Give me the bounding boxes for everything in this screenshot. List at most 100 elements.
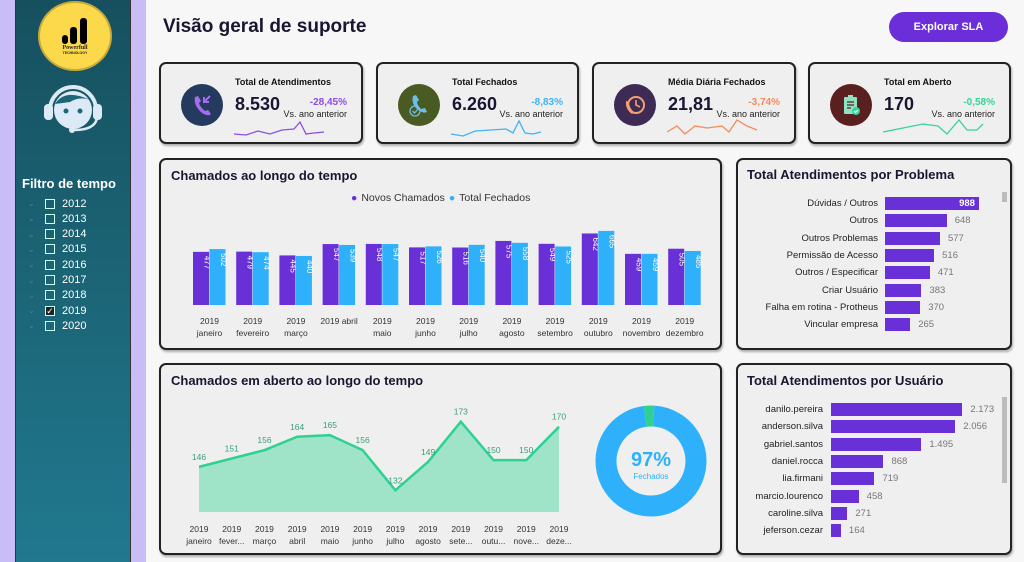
scrollbar[interactable] [1002,192,1007,202]
scrollbar[interactable] [1002,397,1007,483]
x-tick-label: 2019 [419,524,438,534]
checkbox[interactable] [45,229,55,240]
x-tick-label: 2019 [243,316,262,326]
chevron-down-icon[interactable]: ⌄ [28,214,35,224]
year-filter-2012[interactable]: ⌄ 2012 [28,196,86,211]
bar-fechados [252,252,269,305]
point-label: 151 [225,443,239,453]
year-filter-2017[interactable]: ⌄ 2017 [28,273,86,288]
checkbox[interactable] [45,320,55,331]
kpi-value: 8.530 [235,94,281,114]
x-tick-label: 2019 [288,524,307,534]
bar-value: 271 [855,507,872,519]
bar-value-label: 517 [418,251,427,265]
bar [831,489,859,503]
year-filter-2014[interactable]: ⌄ 2014 [28,227,86,242]
donut-value: 97% [630,449,672,471]
bar [831,524,841,538]
chart-title: Total Atendimentos por Usuário [747,373,944,388]
column-chart: 477 502 2019 janeiro 479 474 2019 fevereiro 445 4… [193,230,704,338]
chevron-down-icon[interactable]: ⌄ [28,321,35,331]
year-filter-2015[interactable]: ⌄ 2015 [28,242,86,257]
x-tick-label: 2019 [459,316,478,326]
category-label: Outros Problemas [801,232,878,244]
year-label: 2012 [62,197,87,210]
kpi-card: Total de Atendimentos 8.530 -28,45% Vs. ano… [159,62,363,144]
year-filter-2016[interactable]: ⌄ 2016 [28,257,86,272]
bar [885,231,940,245]
x-tick-label: maio [321,536,340,546]
bar-value-label: 548 [375,248,384,262]
checkbox[interactable] [45,290,55,301]
chamados-over-time-card: Chamados ao longo do tempo ● Novos Chamad… [159,158,722,350]
bar-fechados [209,249,226,305]
x-tick-label: outubro [584,328,613,338]
x-tick-label: março [253,536,277,546]
chevron-down-icon[interactable]: ⌄ [28,199,35,208]
x-tick-label: 2019 [190,524,209,534]
category-label: caroline.silva [768,507,823,519]
chart-title: Chamados em aberto ao longo do tempo [171,373,424,388]
x-tick-label: 2019 [416,316,435,326]
x-tick-label: 2019 [550,524,569,534]
chevron-down-icon[interactable]: ⌄ [28,260,35,270]
year-filter-2020[interactable]: ⌄ 2020 [28,318,86,333]
kpi-subtitle: Vs. ano anterior [283,109,347,119]
bar-value-label: 502 [219,253,228,267]
chevron-down-icon[interactable]: ⌄ [28,306,35,316]
x-tick-label: nove... [514,536,540,546]
year-label: 2013 [62,212,87,225]
time-filter-title: Filtro de tempo [22,176,116,191]
bar [885,266,930,280]
kpi-title: Média Diária Fechados [668,77,766,87]
checkbox[interactable] [45,275,55,285]
bar [831,506,848,520]
bar-value-label: 547 [332,248,341,262]
category-label: Outros [849,215,878,227]
point-label: 173 [454,407,468,417]
point-label: 156 [257,435,271,445]
category-label: daniel.rocca [771,455,823,467]
chevron-down-icon[interactable]: ⌄ [28,290,35,300]
chevron-down-icon[interactable]: ⌄ [28,244,35,254]
x-tick-label: 2019 [353,524,372,534]
bar-fechados [339,244,356,305]
point-label: 156 [356,435,370,445]
year-label: 2016 [62,258,87,271]
x-tick-label: 2019 [373,316,392,326]
bar-value: 2.173 [970,404,995,415]
x-tick-label: 2019 [255,524,274,534]
x-tick-label: março [284,328,308,338]
checkbox[interactable] [45,198,55,209]
x-tick-label: 2019 [386,524,405,534]
bar-value: 265 [918,319,935,331]
year-filter-2018[interactable]: ⌄ 2018 [28,288,86,303]
x-tick-label: 2019 [200,316,219,326]
bar-fechados [598,230,615,305]
bar [831,454,884,468]
chevron-down-icon[interactable]: ⌄ [28,229,35,239]
bar-fechados [555,246,572,305]
x-tick-label: agosto [499,328,525,338]
kpi-sparkline [451,119,542,137]
bar-value-label: 459 [634,258,643,272]
checkbox[interactable] [45,259,55,270]
year-label: 2019 [62,304,87,317]
kpi-value: 6.260 [452,94,498,114]
explore-sla-button[interactable]: Explorar SLA [889,12,1008,42]
bar-value: 516 [942,249,958,261]
bar-fechados [295,255,312,305]
category-label: jeferson.cezar [763,525,823,537]
chevron-down-icon[interactable]: ⌄ [28,275,35,285]
checkbox[interactable]: ✓ [45,305,55,316]
donut-slice [595,405,707,517]
x-tick-label: 2019 [546,316,565,326]
year-filter-2019[interactable]: ⌄ ✓ 2019 [28,303,86,318]
bar-novos [409,247,425,305]
year-filter-2013[interactable]: ⌄ 2013 [28,211,86,226]
checkbox[interactable] [45,244,55,255]
category-label: Dúvidas / Outros [807,198,878,209]
support-agent-icon [44,85,102,133]
x-tick-label: 2019 [675,316,694,326]
checkbox[interactable] [45,213,55,224]
